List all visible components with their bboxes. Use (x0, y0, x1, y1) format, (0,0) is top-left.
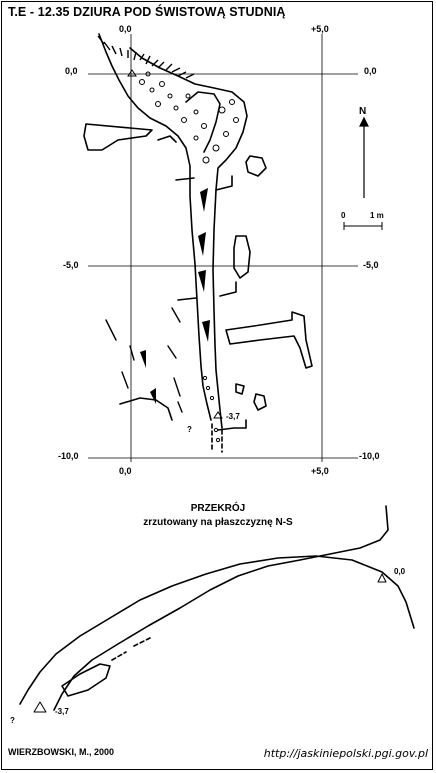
map-title: T.E - 12.35 DZIURA POD ŚWISTOWĄ STUDNIĄ (8, 5, 286, 19)
north-arrow (359, 116, 369, 198)
section-lower-wall (19, 555, 415, 705)
author-credit: WIERZBOWSKI, M., 2000 (8, 747, 115, 757)
section-dashed-line (111, 637, 151, 661)
slope-triangles (140, 188, 210, 404)
scale-start-label: 0 (341, 211, 346, 220)
section-title: PRZEKRÓJ (190, 503, 246, 514)
section-marker-4 (157, 135, 177, 143)
plan-points (127, 69, 223, 419)
plan-rock-block-2 (245, 155, 267, 177)
plan-rock-block-4 (225, 311, 313, 369)
plan-broken-walls (105, 307, 183, 413)
section-rock-inclusion (61, 663, 111, 697)
scale-end-label: 1 m (370, 211, 384, 220)
section-upper-wall (53, 505, 389, 711)
section-marker-1 (175, 175, 233, 191)
grid-top-label-x0: 0,0 (119, 24, 132, 34)
plan-rock-block-5 (253, 393, 267, 411)
plan-right-wall (129, 47, 248, 429)
entrance-hatching (97, 35, 195, 79)
plan-left-wall (98, 33, 212, 421)
grid-top-label-x5: +5,0 (311, 24, 329, 34)
coordinate-grid (88, 34, 358, 462)
grid-bottom-label-x0: 0,0 (119, 466, 132, 476)
plan-lower-left-wall (119, 397, 173, 421)
grid-left-label-y5: -5,0 (63, 260, 79, 270)
grid-right-label-y10: -10,0 (359, 451, 380, 461)
plan-rock-block-6 (235, 383, 245, 395)
boulder-dots (139, 71, 239, 443)
plan-unknown-mark: ? (187, 425, 192, 434)
plan-rock-block-3 (233, 235, 251, 279)
section-unknown-mark: ? (10, 716, 15, 725)
north-letter: N (359, 106, 367, 117)
section-marker-2 (177, 281, 237, 301)
plan-lower-dashed (211, 423, 223, 453)
section-entrance-label: 0,0 (394, 567, 406, 576)
grid-bottom-label-x5: +5,0 (311, 466, 329, 476)
cave-plan (83, 33, 313, 453)
plan-inner-chamber (185, 91, 221, 153)
grid-left-label-y0: 0,0 (65, 66, 78, 76)
grid-left-label-y10: -10,0 (58, 451, 79, 461)
plan-rock-block-1 (83, 123, 153, 151)
section-marker-3 (217, 419, 247, 431)
grid-right-label-y5: -5,0 (363, 260, 379, 270)
grid-right-label-y0: 0,0 (364, 66, 377, 76)
cave-section (19, 505, 415, 713)
section-depth-point (33, 701, 47, 713)
source-url[interactable]: http://jaskiniepolski.pgi.gov.pl (263, 747, 428, 760)
section-subtitle: zrzutowany na płaszczyznę N-S (143, 517, 293, 528)
plan-depth-label: -3,7 (226, 412, 240, 421)
section-entrance-point (377, 573, 387, 583)
scale-bar (343, 222, 383, 230)
section-depth-label: -3,7 (55, 707, 69, 716)
